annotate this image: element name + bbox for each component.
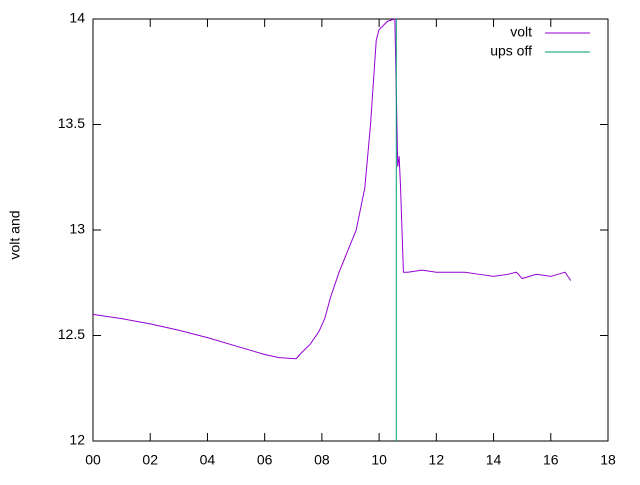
y-tick-label: 14 <box>69 10 85 26</box>
x-tick-label: 10 <box>371 452 387 468</box>
x-tick-label: 14 <box>486 452 502 468</box>
x-tick-label: 12 <box>429 452 445 468</box>
y-tick-label: 13 <box>69 221 85 237</box>
plot-frame <box>92 18 609 442</box>
x-tick-label: 16 <box>543 452 559 468</box>
x-tick-label: 18 <box>600 452 616 468</box>
x-tick-label: 06 <box>257 452 273 468</box>
y-axis-label: volt and <box>7 210 23 259</box>
legend-label: ups off <box>490 43 532 59</box>
x-tick-label: 00 <box>85 452 101 468</box>
y-tick-label: 12.5 <box>58 326 85 342</box>
y-tick-label: 12 <box>69 432 85 448</box>
y-tick-label: 13.5 <box>58 115 85 131</box>
x-tick-label: 04 <box>200 452 216 468</box>
legend-label: volt <box>510 24 532 40</box>
series-line <box>92 18 572 360</box>
x-tick-label: 02 <box>142 452 158 468</box>
x-tick-label: 08 <box>314 452 330 468</box>
